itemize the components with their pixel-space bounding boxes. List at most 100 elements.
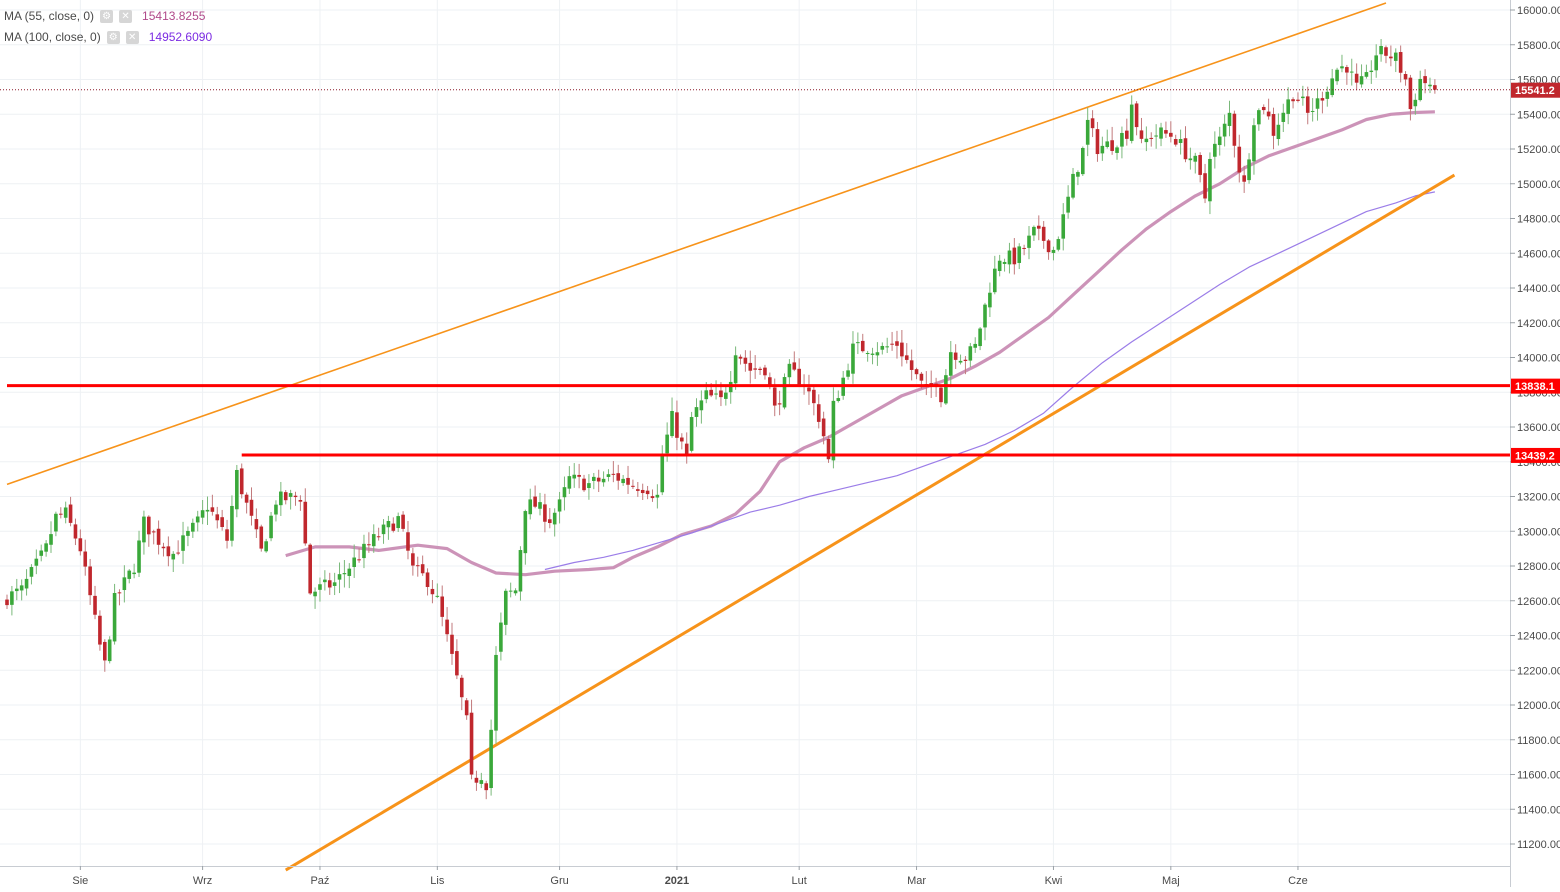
candle-body bbox=[733, 355, 738, 384]
candle-body bbox=[1144, 138, 1149, 143]
candle-body bbox=[890, 343, 894, 345]
candle-body bbox=[49, 534, 53, 545]
candle-body bbox=[684, 443, 689, 454]
candle-body bbox=[621, 478, 625, 484]
candle-body bbox=[39, 550, 44, 556]
candle-body bbox=[489, 729, 493, 789]
candle-body bbox=[538, 502, 542, 509]
candle-body bbox=[327, 580, 332, 588]
candle-body bbox=[381, 524, 386, 535]
candle-body bbox=[592, 476, 596, 481]
candle-body bbox=[1305, 96, 1310, 113]
candle-body bbox=[856, 342, 860, 344]
candle-body bbox=[753, 368, 757, 370]
candle-body bbox=[181, 535, 185, 551]
candle-body bbox=[1413, 99, 1418, 107]
candle-body bbox=[792, 362, 797, 370]
candle-body bbox=[694, 407, 699, 417]
candle-body bbox=[660, 454, 665, 493]
candle-body bbox=[254, 519, 259, 530]
candle-body bbox=[1227, 112, 1232, 126]
candle-body bbox=[1188, 158, 1193, 161]
price-label-text: 13838.1 bbox=[1515, 381, 1555, 393]
candle-body bbox=[279, 491, 283, 506]
candle-body bbox=[24, 578, 29, 589]
candle-body bbox=[1154, 135, 1158, 137]
legend-ma100-label: MA (100, close, 0) bbox=[4, 30, 101, 44]
candle-body bbox=[1159, 127, 1163, 139]
candle-body bbox=[1217, 136, 1222, 146]
candle-body bbox=[1433, 85, 1437, 90]
time-tick-label: Wrz bbox=[193, 875, 212, 887]
candle-body bbox=[616, 473, 621, 481]
candle-body bbox=[1017, 246, 1022, 263]
candle-body bbox=[1051, 249, 1056, 253]
candle-body bbox=[1286, 99, 1290, 114]
moving-averages bbox=[285, 110, 1436, 577]
candle-body bbox=[1276, 124, 1281, 140]
candle-body bbox=[411, 553, 415, 566]
price-tick-label: 15800.00 bbox=[1517, 40, 1560, 52]
candle-body bbox=[626, 477, 630, 485]
candle-body bbox=[191, 522, 195, 532]
candle-body bbox=[1110, 140, 1114, 151]
legend-ma55-label: MA (55, close, 0) bbox=[4, 9, 95, 23]
price-label-text: 13439.2 bbox=[1515, 450, 1555, 462]
gear-icon[interactable]: ⚙ bbox=[106, 30, 120, 44]
candle-body bbox=[1384, 47, 1388, 56]
candle-body bbox=[274, 504, 278, 515]
price-label-box bbox=[1511, 82, 1560, 98]
price-tick-label: 13200.00 bbox=[1517, 492, 1560, 504]
candle-body bbox=[1257, 110, 1261, 125]
close-icon[interactable]: ✕ bbox=[125, 30, 139, 44]
candle-body bbox=[978, 328, 982, 347]
candle-body bbox=[645, 490, 650, 495]
candle-body bbox=[1036, 225, 1041, 229]
candle-body bbox=[851, 343, 855, 374]
candle-body bbox=[1232, 113, 1237, 146]
candle-body bbox=[557, 499, 562, 512]
candle-body bbox=[675, 412, 679, 438]
candle-body bbox=[450, 634, 454, 654]
candle-body bbox=[220, 517, 224, 528]
candle-body bbox=[401, 514, 405, 529]
candle-body bbox=[1085, 119, 1090, 145]
candle-body bbox=[1335, 69, 1339, 82]
candle-body bbox=[1056, 239, 1061, 250]
gear-icon[interactable]: ⚙ bbox=[100, 9, 114, 23]
candle-body bbox=[1173, 139, 1178, 145]
candle-body bbox=[1364, 72, 1369, 77]
candle-body bbox=[298, 499, 303, 502]
price-tick-label: 12800.00 bbox=[1517, 561, 1560, 573]
candle-body bbox=[166, 546, 171, 557]
candles bbox=[5, 39, 1437, 800]
close-icon[interactable]: ✕ bbox=[119, 9, 133, 23]
candle-body bbox=[973, 343, 978, 348]
candle-body bbox=[147, 516, 151, 535]
candle-body bbox=[816, 404, 821, 422]
legend-ma100-value: 14952.6090 bbox=[148, 30, 213, 44]
candle-body bbox=[1418, 78, 1423, 101]
candle-body bbox=[709, 389, 713, 396]
candle-body bbox=[1252, 125, 1256, 162]
price-labels: 15541.2 13838.1 13439.2 bbox=[1511, 82, 1560, 463]
candle-body bbox=[655, 494, 660, 498]
candle-body bbox=[1203, 173, 1207, 199]
candle-body bbox=[264, 541, 268, 552]
candle-body bbox=[225, 529, 229, 541]
price-tick-label: 15400.00 bbox=[1517, 109, 1560, 121]
price-tick-label: 13000.00 bbox=[1517, 526, 1560, 538]
candle-body bbox=[420, 564, 425, 574]
candle-body bbox=[782, 377, 787, 408]
candle-body bbox=[523, 511, 528, 554]
price-tick-label: 12000.00 bbox=[1517, 700, 1560, 712]
candle-body bbox=[1320, 98, 1325, 101]
candle-body bbox=[5, 599, 9, 606]
candle-body bbox=[958, 360, 963, 363]
candle-body bbox=[415, 565, 420, 567]
candle-body bbox=[474, 777, 479, 783]
candle-body bbox=[14, 588, 19, 592]
candle-body bbox=[1071, 173, 1075, 198]
